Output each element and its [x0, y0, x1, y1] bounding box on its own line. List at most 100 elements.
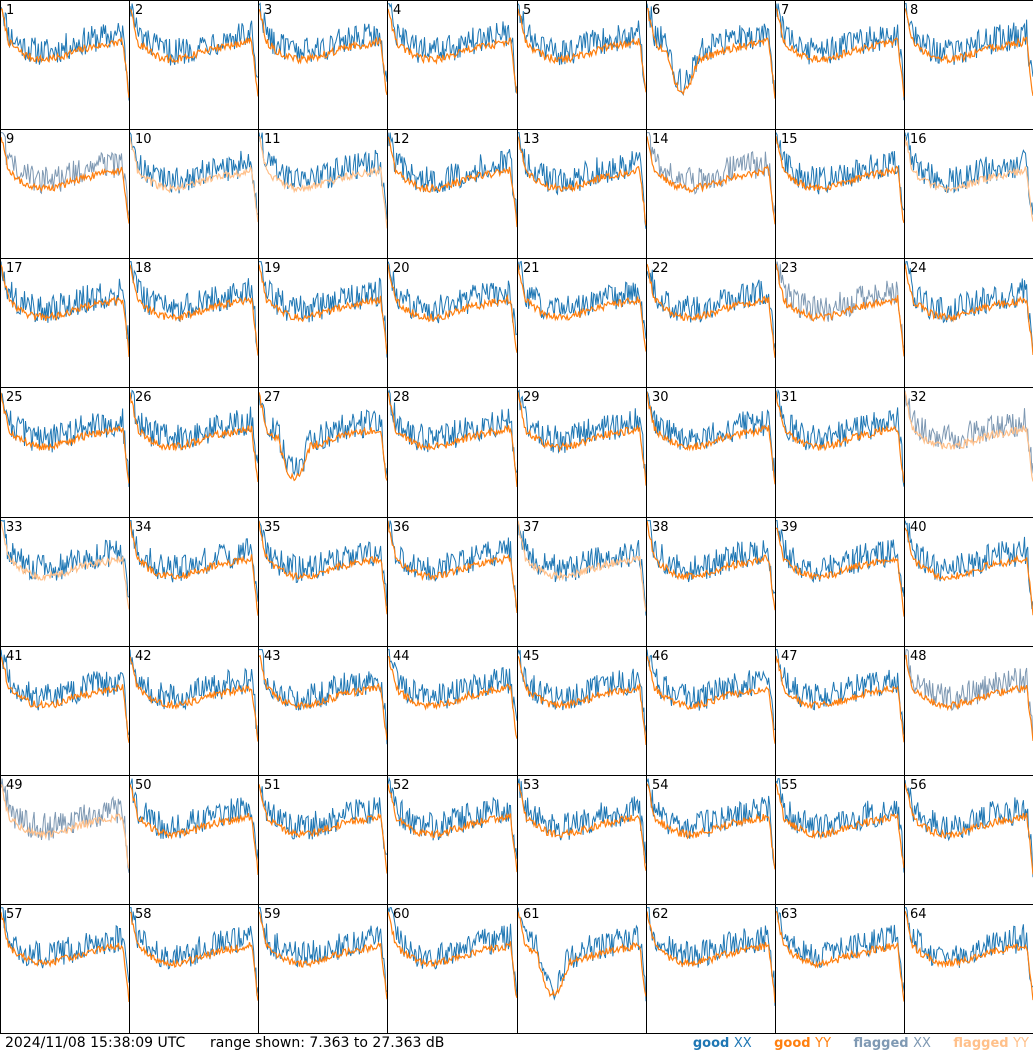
antenna-panel: 64: [904, 904, 1033, 1034]
yy-trace: [388, 392, 517, 488]
xx-trace: [518, 3, 646, 92]
legend-suffix: XX: [913, 1036, 931, 1051]
panel-number: 36: [393, 520, 410, 535]
panel-number: 52: [393, 778, 410, 793]
antenna-panel: 20: [387, 258, 518, 388]
panel-plot: [518, 260, 646, 352]
panel-number: 42: [135, 649, 152, 664]
antenna-panel: 39: [775, 517, 905, 647]
yy-trace: [259, 136, 387, 229]
legend-word: flagged: [953, 1036, 1009, 1051]
xx-trace: [518, 520, 646, 616]
panel-plot: [1, 392, 129, 488]
panel-number: 5: [523, 3, 532, 18]
panel-plot: [905, 649, 1033, 741]
xx-trace: [905, 649, 1033, 740]
panel-number: 44: [393, 649, 410, 664]
yy-trace: [776, 527, 904, 617]
antenna-panel: 49: [0, 775, 130, 905]
yy-trace: [518, 264, 646, 352]
legend: good XX good YY flagged XX flagged YY: [675, 1033, 1029, 1054]
yy-trace: [905, 263, 1033, 356]
panel-number: 29: [523, 390, 540, 405]
antenna-panel: 10: [129, 129, 259, 259]
legend-flagged-xx: flagged XX: [853, 1036, 931, 1051]
xx-trace: [518, 649, 646, 735]
antenna-panel: 55: [775, 775, 905, 905]
panel-number: 47: [781, 649, 798, 664]
panel-number: 55: [781, 778, 798, 793]
panel-plot: [259, 2, 387, 96]
panel-plot: [776, 388, 904, 487]
antenna-panel: 51: [258, 775, 388, 905]
xx-trace: [647, 520, 775, 595]
yy-trace: [905, 783, 1033, 875]
antenna-panel: 54: [646, 775, 776, 905]
panel-plot: [388, 520, 517, 614]
panel-plot: [259, 132, 387, 229]
xx-trace: [647, 907, 775, 1006]
yy-trace: [518, 520, 646, 612]
panel-plot: [130, 778, 258, 875]
xx-trace: [388, 776, 517, 859]
yy-trace: [647, 520, 775, 611]
panel-number: 35: [264, 520, 281, 535]
panel-number: 33: [6, 520, 23, 535]
antenna-panel: 7: [775, 0, 905, 130]
antenna-panel: 26: [129, 387, 259, 518]
panel-plot: [388, 389, 517, 488]
panel-number: 39: [781, 520, 798, 535]
panel-number: 10: [135, 132, 152, 147]
xx-trace: [647, 649, 775, 731]
yy-trace: [776, 655, 904, 743]
antenna-panel: 8: [904, 0, 1033, 130]
yy-trace: [259, 654, 387, 741]
panel-number: 7: [781, 3, 790, 18]
yy-trace: [905, 391, 1033, 482]
xx-trace: [388, 132, 517, 225]
yy-trace: [388, 136, 517, 228]
panel-plot: [518, 132, 646, 229]
yy-trace: [388, 911, 517, 999]
panel-number: 43: [264, 649, 281, 664]
antenna-panel: 38: [646, 517, 776, 647]
antenna-panel: 61: [517, 904, 647, 1034]
panel-plot: [647, 907, 775, 1006]
panel-plot: [1, 649, 129, 743]
antenna-panel: 14: [646, 129, 776, 259]
panel-number: 15: [781, 132, 798, 147]
xx-trace: [388, 389, 517, 473]
antenna-panel: 6: [646, 0, 776, 130]
range-shown: range shown: 7.363 to 27.363 dB: [210, 1035, 445, 1051]
xx-trace: [130, 3, 258, 78]
xx-trace: [259, 520, 387, 607]
yy-trace: [776, 8, 904, 98]
antenna-panel: 35: [258, 517, 388, 647]
panel-number: 57: [6, 907, 23, 922]
panel-plot: [776, 907, 904, 1002]
xx-trace: [776, 907, 904, 993]
panel-plot: [647, 391, 775, 485]
legend-good-xx: good XX: [693, 1036, 752, 1051]
yy-trace: [259, 520, 387, 615]
panel-number: 9: [6, 132, 15, 147]
xx-trace: [130, 132, 258, 216]
panel-number: 16: [910, 132, 927, 147]
xx-trace: [259, 785, 387, 855]
panel-plot: [518, 388, 646, 486]
timestamp: 2024/11/08 15:38:09 UTC: [5, 1035, 186, 1051]
panel-plot: [259, 520, 387, 615]
panel-plot: [388, 649, 517, 739]
panel-plot: [518, 907, 646, 1002]
panel-plot: [905, 3, 1033, 97]
panel-number: 45: [523, 649, 540, 664]
panel-plot: [130, 649, 258, 742]
yy-trace: [518, 911, 646, 998]
xx-trace: [776, 520, 904, 597]
antenna-panel: 24: [904, 258, 1033, 388]
yy-trace: [647, 655, 775, 744]
antenna-panel: 60: [387, 904, 518, 1034]
yy-trace: [1, 656, 129, 743]
panel-plot: [776, 132, 904, 224]
